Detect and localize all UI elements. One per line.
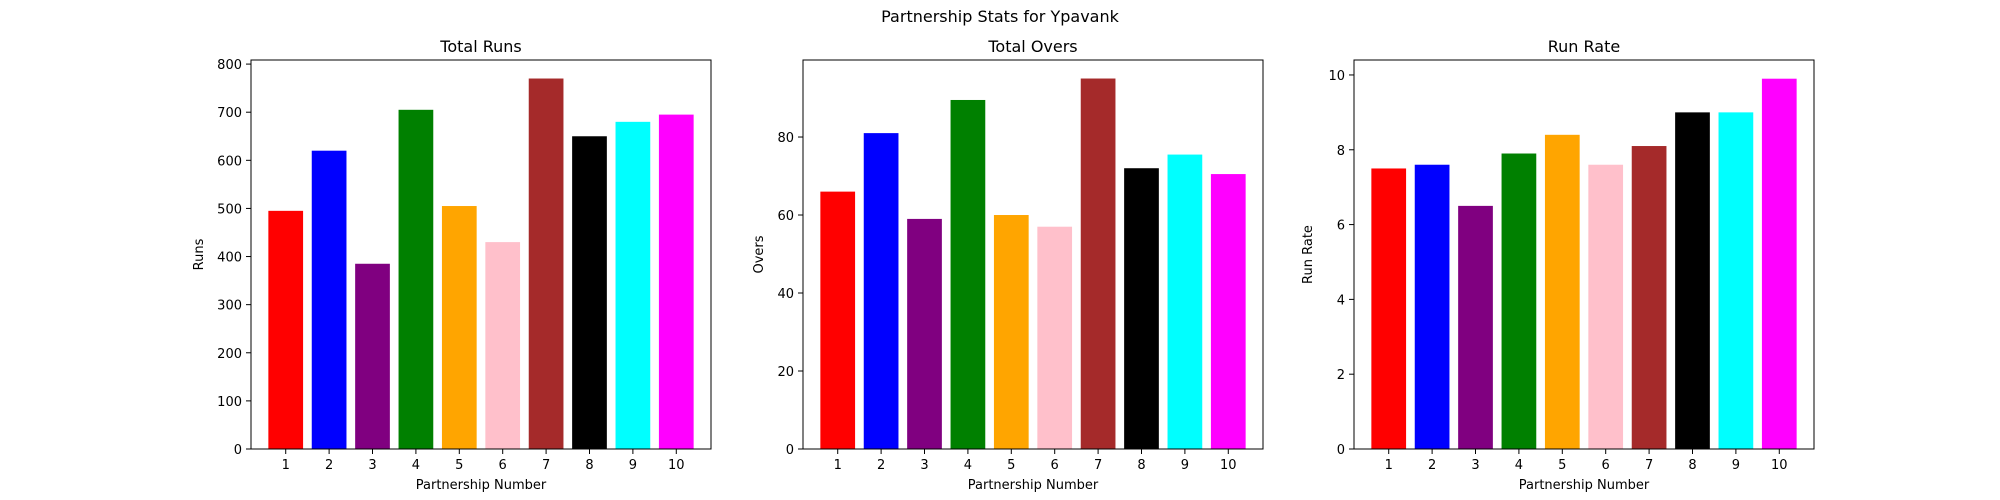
x-tick-label: 2 [877, 458, 885, 473]
y-tick-label: 8 [1337, 144, 1345, 159]
axes-frame [250, 59, 712, 450]
y-tick-label: 20 [777, 365, 794, 380]
bar-9 [1718, 112, 1754, 450]
bar-1 [820, 191, 856, 449]
axes-frame [802, 59, 1264, 450]
y-tick-label: 80 [777, 131, 794, 146]
x-axis-label: Partnership Number [968, 478, 1099, 493]
bar-10 [1210, 174, 1246, 449]
x-axis-label: Partnership Number [416, 478, 547, 493]
bar-3 [1458, 205, 1493, 450]
x-tick-label: 1 [1385, 458, 1393, 473]
subplot-2: 1 2 3 4 5 6 7 8 9 10 0 20 40 60 80 Total Overs Partnersh… [752, 37, 1264, 493]
bar-7 [528, 78, 564, 450]
x-tick-label: 5 [1558, 458, 1566, 473]
y-tick-label: 0 [234, 443, 242, 458]
y-axis-label: Runs [192, 238, 207, 270]
x-tick-label: 6 [499, 458, 507, 473]
y-tick-label: 200 [217, 347, 242, 362]
bar-8 [1675, 112, 1710, 450]
bar-6 [485, 242, 521, 449]
chart-title: Total Runs [439, 37, 521, 56]
y-tick-label: 10 [1328, 69, 1345, 84]
bar-10 [1761, 78, 1797, 449]
axes-frame [1353, 59, 1815, 450]
bar-2 [1414, 164, 1450, 450]
x-tick-label: 7 [542, 458, 550, 473]
bar-5 [1544, 134, 1580, 449]
x-tick-label: 10 [1771, 458, 1788, 473]
y-tick-label: 100 [217, 395, 242, 410]
x-axis-label: Partnership Number [1519, 478, 1650, 493]
x-tick-label: 10 [1220, 458, 1237, 473]
chart-title: Total Overs [987, 37, 1077, 56]
x-tick-label: 6 [1051, 458, 1059, 473]
y-tick-label: 6 [1337, 219, 1345, 234]
subplot-3: 1 2 3 4 5 6 7 8 9 10 0 2 4 6 8 10 Run Rate Partnership Nu… [1301, 37, 1815, 493]
bar-4 [1501, 153, 1537, 449]
x-tick-label: 8 [1137, 458, 1145, 473]
y-tick-label: 600 [217, 154, 242, 169]
x-tick-label: 2 [325, 458, 333, 473]
y-axis-label: Run Rate [1301, 225, 1316, 284]
bar-8 [1124, 168, 1159, 449]
y-tick-label: 0 [1337, 443, 1345, 458]
bar-3 [907, 218, 942, 449]
subplot-1: 1 2 3 4 5 6 7 8 9 100100200300400500600700800Tota… [192, 37, 712, 493]
y-tick-label: 300 [217, 299, 242, 314]
x-tick-label: 4 [412, 458, 420, 473]
x-tick-label: 4 [1515, 458, 1523, 473]
x-tick-label: 7 [1094, 458, 1102, 473]
bar-7 [1631, 146, 1667, 449]
y-tick-label: 500 [217, 202, 242, 217]
bar-1 [1371, 168, 1407, 449]
x-tick-label: 3 [368, 458, 376, 473]
x-tick-label: 5 [1007, 458, 1015, 473]
x-tick-label: 10 [668, 458, 685, 473]
bar-8 [572, 136, 607, 449]
y-tick-label: 700 [217, 106, 242, 121]
y-tick-label: 800 [217, 58, 242, 73]
x-tick-label: 8 [1688, 458, 1696, 473]
y-tick-label: 2 [1337, 368, 1345, 383]
x-tick-label: 9 [629, 458, 637, 473]
bar-9 [1167, 154, 1203, 449]
y-tick-label: 4 [1337, 293, 1345, 308]
x-tick-label: 1 [834, 458, 842, 473]
x-tick-label: 7 [1645, 458, 1653, 473]
x-tick-label: 8 [585, 458, 593, 473]
x-tick-label: 1 [282, 458, 290, 473]
y-tick-label: 60 [777, 209, 794, 224]
bar-7 [1080, 78, 1116, 450]
x-tick-label: 5 [455, 458, 463, 473]
x-tick-label: 9 [1732, 458, 1740, 473]
y-tick-label: 400 [217, 251, 242, 266]
bar-10 [658, 114, 694, 450]
bar-2 [311, 150, 347, 449]
x-tick-label: 4 [964, 458, 972, 473]
bar-5 [993, 215, 1029, 449]
bar-1 [268, 210, 304, 449]
bar-5 [441, 206, 477, 449]
bar-3 [355, 263, 390, 449]
x-tick-label: 6 [1602, 458, 1610, 473]
x-tick-label: 9 [1181, 458, 1189, 473]
bar-4 [950, 99, 986, 449]
bar-9 [615, 121, 651, 449]
y-tick-label: 0 [786, 443, 794, 458]
y-axis-label: Overs [752, 235, 767, 273]
bar-6 [1588, 164, 1624, 450]
bar-2 [863, 133, 899, 449]
bar-6 [1037, 226, 1073, 449]
x-tick-label: 2 [1428, 458, 1436, 473]
bar-4 [398, 109, 434, 450]
figure-suptitle: Partnership Stats for Ypavank [881, 7, 1119, 26]
y-tick-label: 40 [777, 287, 794, 302]
chart-title: Run Rate [1548, 37, 1620, 56]
x-tick-label: 3 [1471, 458, 1479, 473]
x-tick-label: 3 [920, 458, 928, 473]
